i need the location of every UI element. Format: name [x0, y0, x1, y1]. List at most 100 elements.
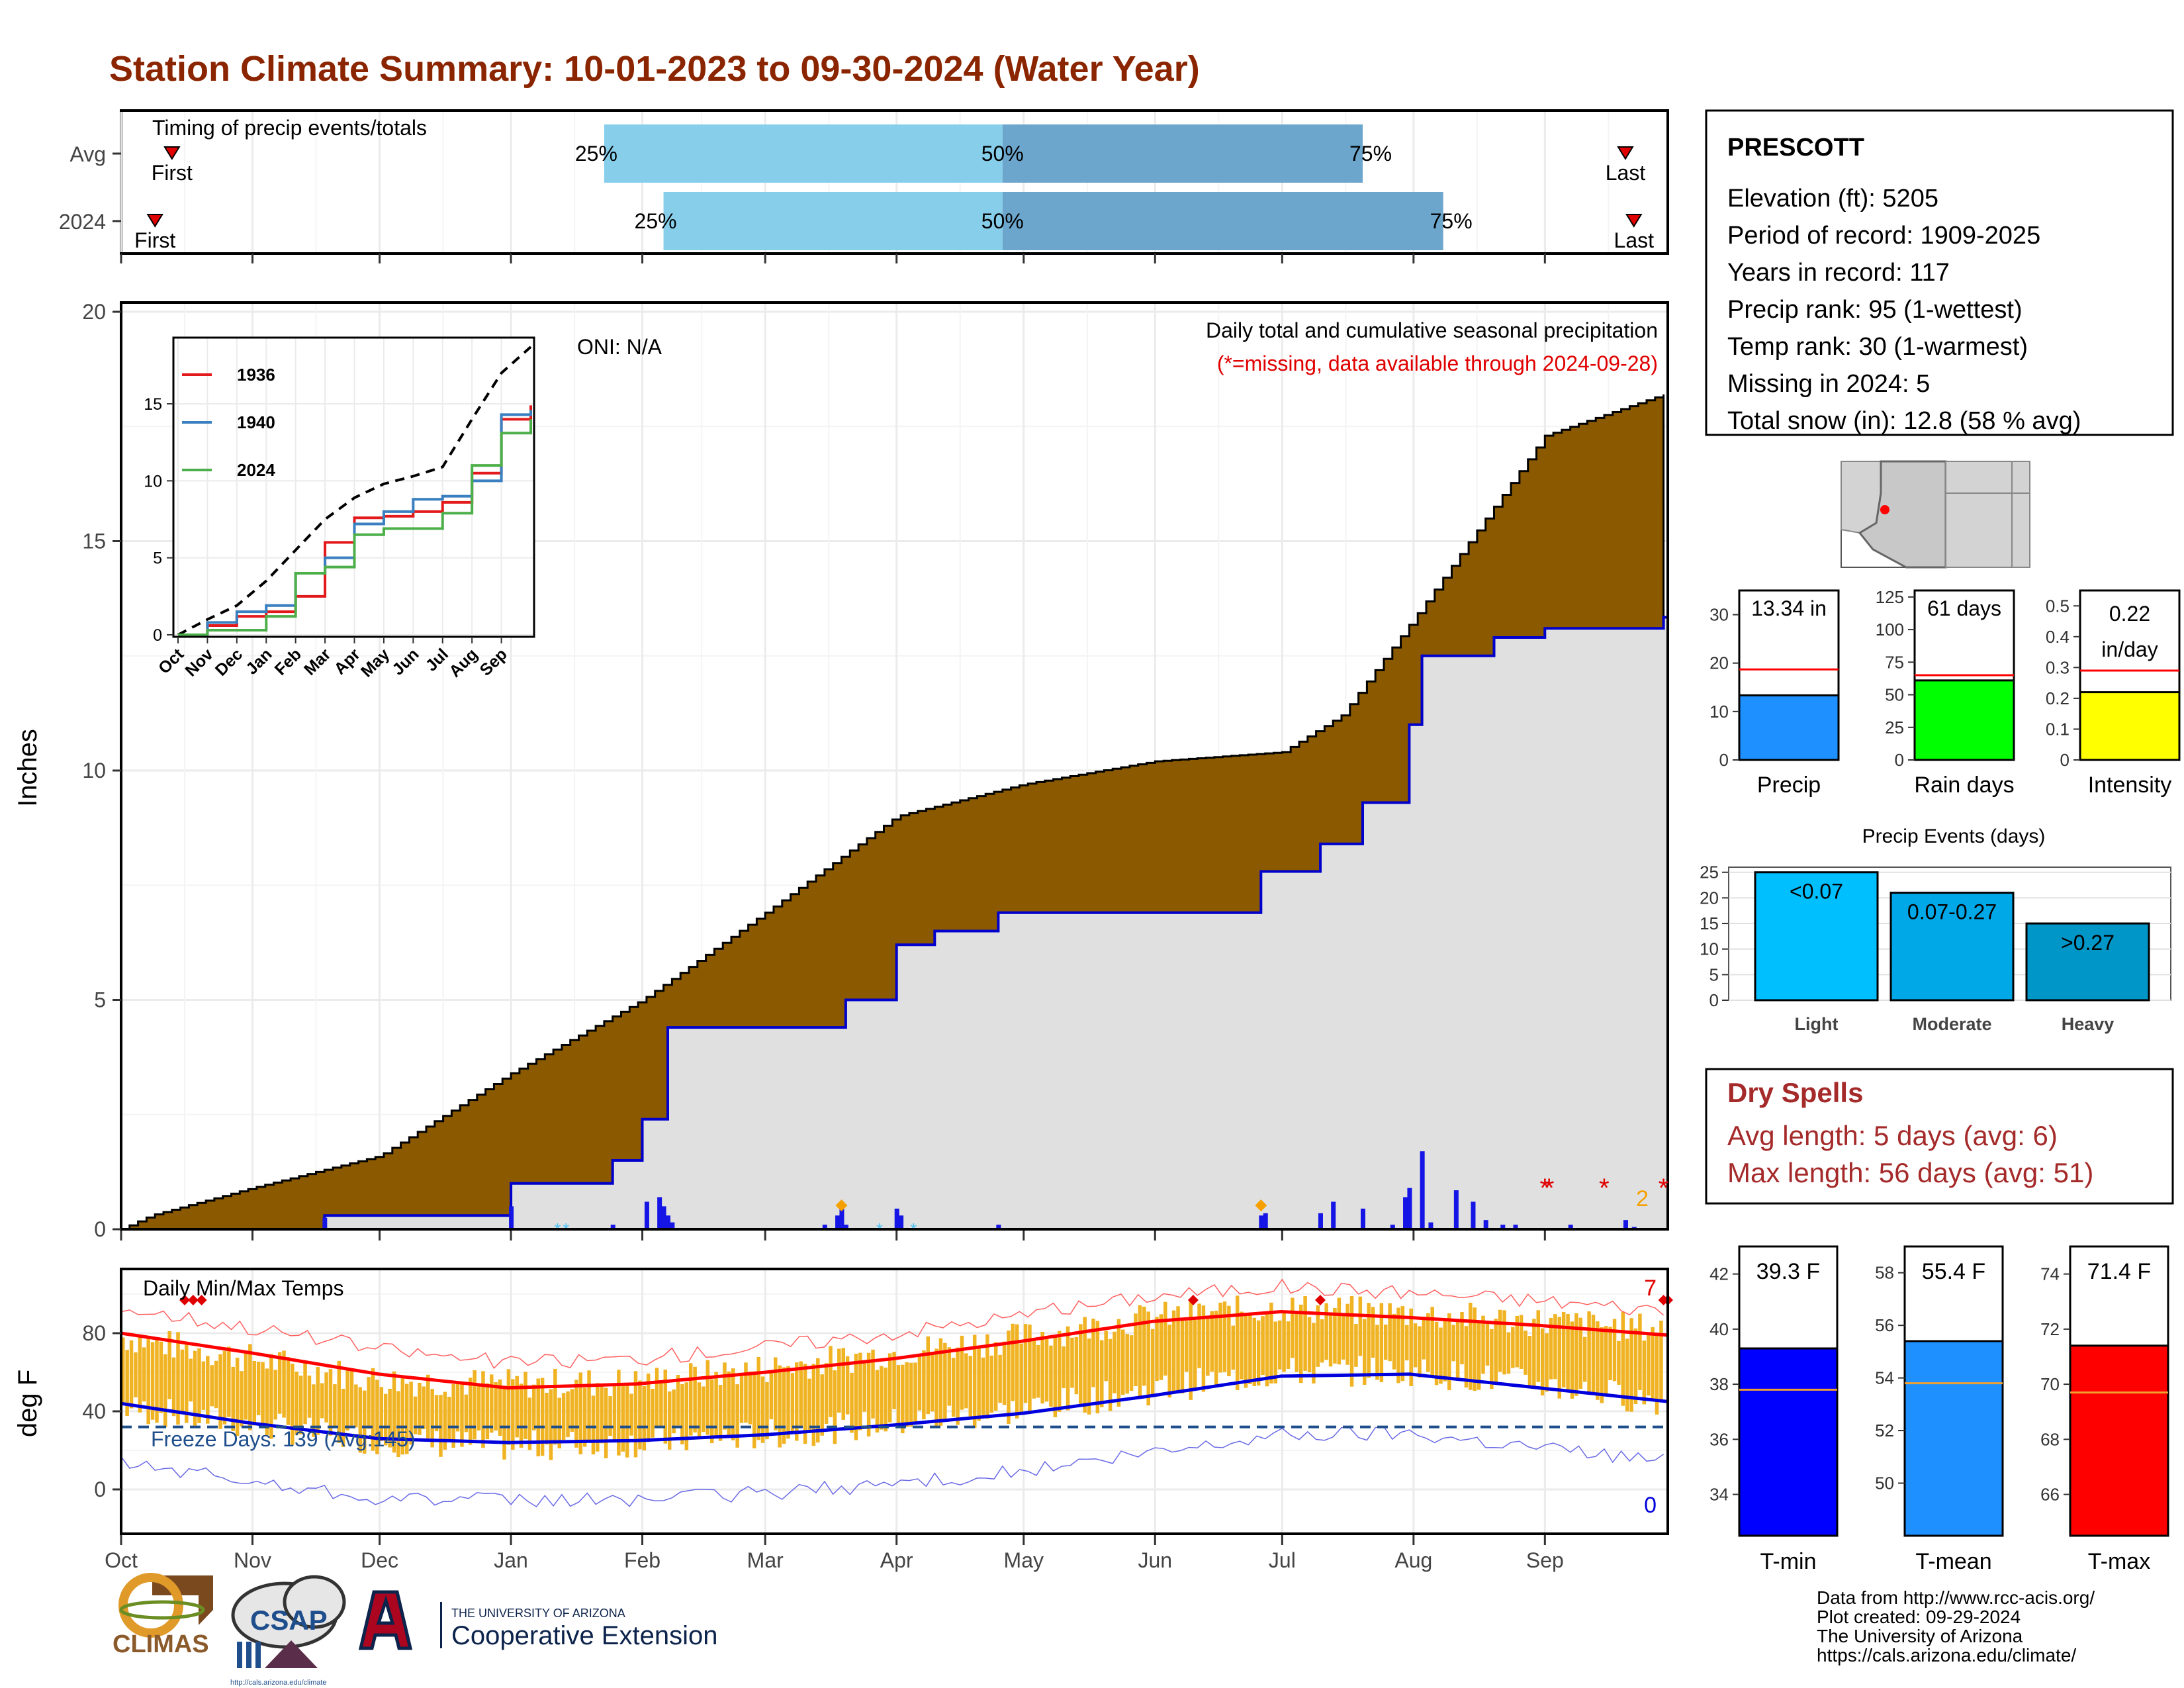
daily-temp-bar	[905, 1362, 909, 1427]
temp-mini-ytick-label: 38	[1709, 1374, 1729, 1394]
daily-temp-bar	[1201, 1305, 1206, 1392]
precip-ylabel: Inches	[13, 729, 42, 807]
daily-temp-bar	[502, 1385, 506, 1460]
daily-precip-bar	[665, 1215, 670, 1229]
daily-temp-bar	[218, 1354, 222, 1429]
daily-temp-bar	[473, 1370, 477, 1440]
events-category: Moderate	[1912, 1014, 1991, 1034]
daily-temp-bar	[1303, 1296, 1307, 1371]
record-min-count: 0	[1644, 1493, 1657, 1518]
daily-temp-bar	[324, 1372, 328, 1423]
daily-temp-bar	[265, 1368, 269, 1435]
station-elevation: Elevation (ft): 5205	[1727, 185, 1938, 212]
daily-temp-bar	[1646, 1335, 1651, 1396]
daily-temp-bar	[1185, 1321, 1189, 1372]
daily-temp-bar	[1363, 1319, 1367, 1385]
daily-temp-bar	[684, 1382, 689, 1450]
daily-temp-bar	[298, 1376, 303, 1434]
daily-temp-bar	[1218, 1302, 1222, 1373]
temp-mini-ytick-label: 42	[1709, 1264, 1729, 1284]
daily-temp-bar	[638, 1380, 642, 1450]
daily-temp-bar	[917, 1355, 922, 1411]
daily-temp-bar	[1617, 1340, 1621, 1385]
daily-temp-bar	[760, 1376, 765, 1443]
inset-legend-label: 2024	[237, 460, 275, 480]
daily-temp-bar	[1227, 1305, 1231, 1377]
daily-temp-bar	[506, 1369, 511, 1445]
daily-temp-bar	[189, 1358, 193, 1402]
daily-temp-bar	[231, 1366, 235, 1431]
station-snow: Total snow (in): 12.8 (58 % avg)	[1727, 407, 2081, 435]
record-max-marker	[1187, 1295, 1199, 1305]
daily-temp-bar	[1481, 1315, 1485, 1374]
daily-temp-bar	[1574, 1313, 1578, 1396]
timing-25-label: 25%	[575, 142, 617, 165]
temp-xtick-label: Jun	[1138, 1548, 1172, 1572]
daily-temp-bar	[1557, 1317, 1562, 1399]
daily-temp-bar	[1612, 1319, 1617, 1382]
daily-temp-bar	[422, 1386, 426, 1429]
daily-temp-bar	[587, 1370, 591, 1442]
daily-temp-bar	[1044, 1338, 1049, 1402]
daily-temp-bar	[1464, 1326, 1469, 1388]
first-event-marker	[163, 146, 181, 160]
daily-temp-bar	[1426, 1313, 1430, 1372]
daily-temp-bar	[956, 1347, 960, 1425]
daily-temp-bar	[1134, 1313, 1138, 1386]
temp-mini-t-mean: 50 52 54 56 58 55.4 F T-mean	[1875, 1245, 2004, 1574]
daily-temp-bar	[1312, 1323, 1316, 1383]
daily-precip-bar	[610, 1225, 615, 1229]
daily-precip-bar	[1623, 1220, 1628, 1229]
daily-temp-bar	[875, 1370, 880, 1433]
daily-temp-bar	[150, 1342, 155, 1420]
daily-temp-bar	[1210, 1311, 1214, 1372]
daily-temp-bar	[523, 1372, 527, 1439]
credit-line-2: Plot created: 09-29-2024	[1817, 1607, 2021, 1627]
daily-temp-bar	[633, 1371, 638, 1458]
last-event-label: Last	[1614, 228, 1655, 252]
daily-temp-bar	[947, 1347, 952, 1406]
credit-line-3: The University of Arizona	[1817, 1626, 2023, 1646]
credit-line-4: https://cals.arizona.edu/climate/	[1817, 1645, 2076, 1665]
daily-temp-bar	[646, 1373, 651, 1442]
daily-precip-bar	[670, 1222, 675, 1229]
daily-temp-bar	[1633, 1328, 1638, 1404]
daily-temp-bar	[261, 1362, 265, 1429]
timing-50-label: 50%	[981, 142, 1024, 165]
daily-temp-bar	[545, 1392, 549, 1445]
daily-temp-bar	[1261, 1316, 1265, 1376]
daily-temp-bar	[816, 1358, 820, 1443]
daily-temp-bar	[383, 1393, 388, 1446]
daily-temp-bar	[731, 1368, 735, 1440]
daily-temp-bar	[1155, 1317, 1159, 1382]
temp-xtick-label: Apr	[880, 1548, 913, 1572]
temp-mini-ytick-label: 36	[1709, 1429, 1729, 1449]
daily-temp-bar	[295, 1372, 299, 1435]
daily-temp-bar	[896, 1365, 901, 1427]
daily-temp-bar	[316, 1367, 320, 1435]
daily-temp-bar	[1511, 1327, 1515, 1368]
mini-chart-bar	[2079, 691, 2181, 761]
daily-temp-bar	[1549, 1317, 1553, 1380]
daily-precip-bar	[1361, 1208, 1366, 1229]
daily-temp-bar	[1638, 1313, 1642, 1390]
daily-temp-bar	[206, 1356, 210, 1424]
last-event-label: Last	[1606, 161, 1646, 185]
mini-chart-bar	[1738, 694, 1840, 761]
daily-temp-bar	[1345, 1303, 1349, 1365]
mini-ytick-label: 30	[1709, 605, 1729, 625]
daily-temp-bar	[887, 1353, 892, 1423]
daily-temp-bar	[1320, 1319, 1324, 1363]
daily-temp-bar	[256, 1362, 261, 1415]
daily-precip-bar	[839, 1201, 844, 1229]
daily-temp-bar	[930, 1352, 934, 1412]
daily-temp-bar	[1316, 1305, 1320, 1367]
daily-precip-bar	[1568, 1225, 1573, 1229]
daily-precip-bar	[899, 1215, 904, 1229]
events-ytick-label: 5	[1709, 964, 1719, 984]
daily-temp-bar	[702, 1386, 705, 1432]
daily-temp-bar	[121, 1337, 125, 1406]
temp-mini-value-label: 39.3 F	[1756, 1259, 1820, 1284]
freeze-days-label: Freeze Days: 139 (Avg:145)	[151, 1427, 416, 1451]
